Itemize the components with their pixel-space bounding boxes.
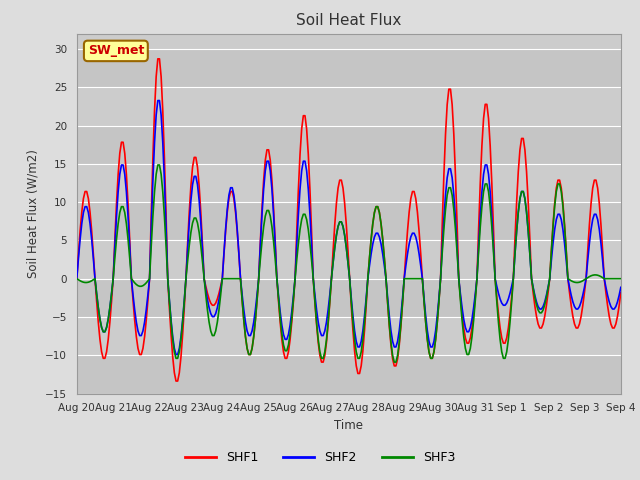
SHF3 (73, 276, 81, 282)
SHF3 (600, 276, 608, 282)
SHF3 (417, 276, 424, 282)
Bar (77, 49, 621, 87)
SHF1 (156, 56, 163, 62)
SHF1 (116, 150, 124, 156)
SHF2 (88, 237, 95, 242)
SHF1 (172, 378, 180, 384)
X-axis label: Time: Time (334, 419, 364, 432)
Bar (77, 202, 621, 240)
SHF2 (174, 352, 182, 358)
SHF2 (417, 263, 424, 269)
Line: SHF3: SHF3 (77, 165, 621, 362)
SHF1 (617, 290, 625, 296)
SHF2 (116, 171, 124, 177)
Y-axis label: Soil Heat Flux (W/m2): Soil Heat Flux (W/m2) (26, 149, 40, 278)
SHF1 (134, 346, 142, 351)
SHF3 (617, 276, 625, 282)
SHF2 (73, 276, 81, 282)
SHF1 (600, 276, 608, 282)
SHF2 (154, 97, 162, 103)
Title: Soil Heat Flux: Soil Heat Flux (296, 13, 401, 28)
Bar (77, 279, 621, 317)
SHF1 (73, 276, 81, 282)
SHF3 (116, 210, 124, 216)
Text: SW_met: SW_met (88, 44, 144, 58)
SHF2 (600, 276, 608, 282)
SHF1 (417, 251, 424, 257)
SHF1 (88, 228, 95, 234)
SHF2 (134, 328, 142, 334)
SHF3 (552, 189, 560, 194)
Legend: SHF1, SHF2, SHF3: SHF1, SHF2, SHF3 (180, 446, 460, 469)
Bar (77, 355, 621, 394)
SHF3 (88, 278, 95, 284)
Line: SHF1: SHF1 (77, 59, 621, 381)
Bar (77, 125, 621, 164)
SHF3 (392, 359, 400, 365)
SHF1 (552, 185, 560, 191)
SHF2 (552, 216, 560, 222)
SHF3 (134, 283, 142, 288)
SHF3 (156, 162, 163, 168)
Line: SHF2: SHF2 (77, 100, 621, 355)
SHF2 (617, 285, 625, 290)
